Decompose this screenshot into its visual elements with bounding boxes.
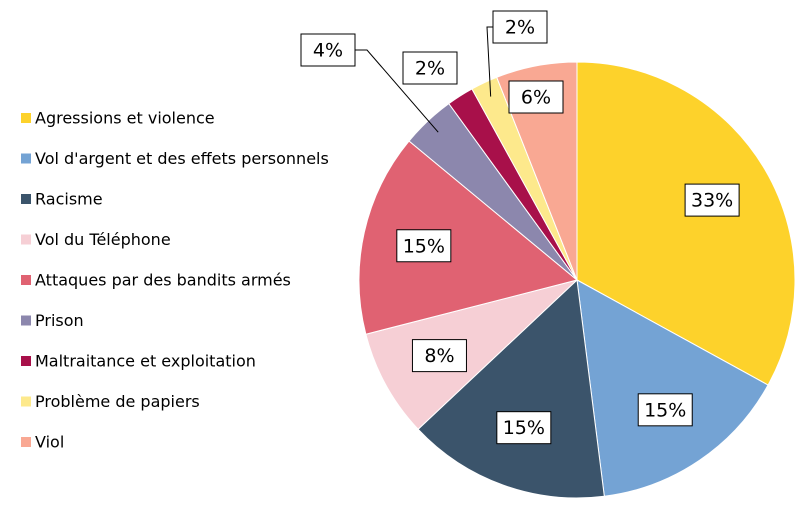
label-box (637, 393, 693, 427)
legend-label: Vol du Téléphone (35, 230, 171, 249)
legend-swatch (21, 315, 31, 326)
pie-slice (576, 61, 796, 386)
legend-label: Problème de papiers (35, 392, 200, 411)
label-box (402, 51, 458, 85)
pie-slice (496, 61, 578, 281)
legend-swatch (21, 396, 31, 407)
legend-label: Attaques par des bandits armés (35, 271, 291, 290)
data-label: 33% (691, 190, 733, 212)
legend-label: Maltraitance et exploitation (35, 352, 256, 371)
legend-swatch (21, 153, 31, 164)
label-box (684, 183, 740, 217)
legend-label: Prison (35, 311, 84, 330)
legend-swatch (21, 275, 31, 285)
legend-swatch (21, 234, 31, 245)
pie-slice (358, 140, 579, 335)
label-box (496, 411, 552, 445)
legend-swatch (21, 113, 31, 123)
data-label: 15% (403, 235, 445, 257)
legend-label: Agressions et violence (35, 109, 215, 128)
label-box (411, 339, 467, 373)
label-box (508, 80, 564, 114)
pie-slice (576, 279, 769, 497)
data-label: 15% (644, 399, 686, 421)
leader-line (486, 26, 493, 97)
label-box (300, 33, 356, 67)
legend-label: Vol d'argent et des effets personnels (35, 149, 329, 168)
data-label: 6% (521, 87, 551, 109)
legend-label: Racisme (35, 190, 103, 209)
leader-line (355, 49, 439, 133)
pie-slice (417, 278, 605, 499)
label-box (492, 10, 548, 44)
legend-label: Viol (35, 433, 64, 452)
data-label: 4% (313, 40, 343, 62)
legend-swatch (21, 194, 31, 204)
label-box (396, 229, 452, 263)
data-label: 2% (505, 17, 535, 39)
pie-slice (365, 279, 578, 430)
data-label: 2% (415, 58, 445, 80)
legend-swatch (21, 356, 31, 366)
data-label: 8% (424, 345, 454, 367)
legend-swatch (21, 437, 31, 447)
data-label: 15% (503, 417, 545, 439)
